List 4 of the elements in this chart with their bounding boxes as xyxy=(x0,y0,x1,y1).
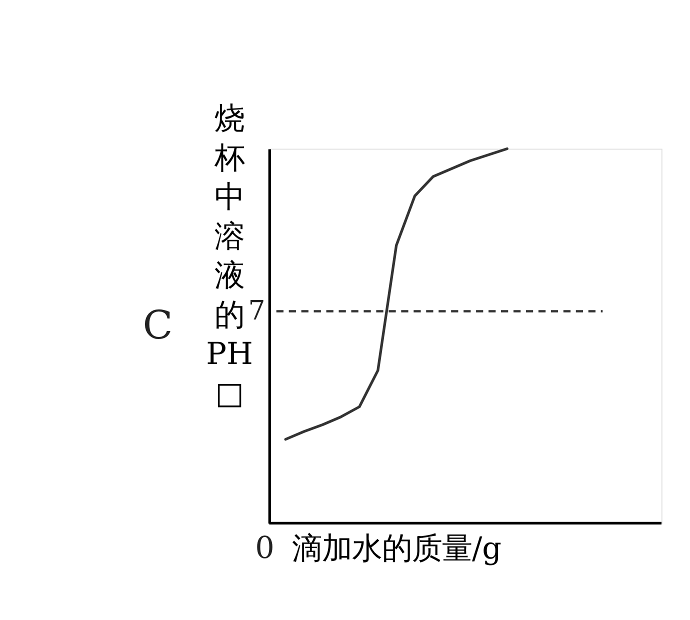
text: C xyxy=(142,304,173,349)
text: 7 xyxy=(248,295,266,326)
text: 0 xyxy=(255,530,274,566)
x-axis-title: 滴加水的质量/g xyxy=(292,531,502,566)
